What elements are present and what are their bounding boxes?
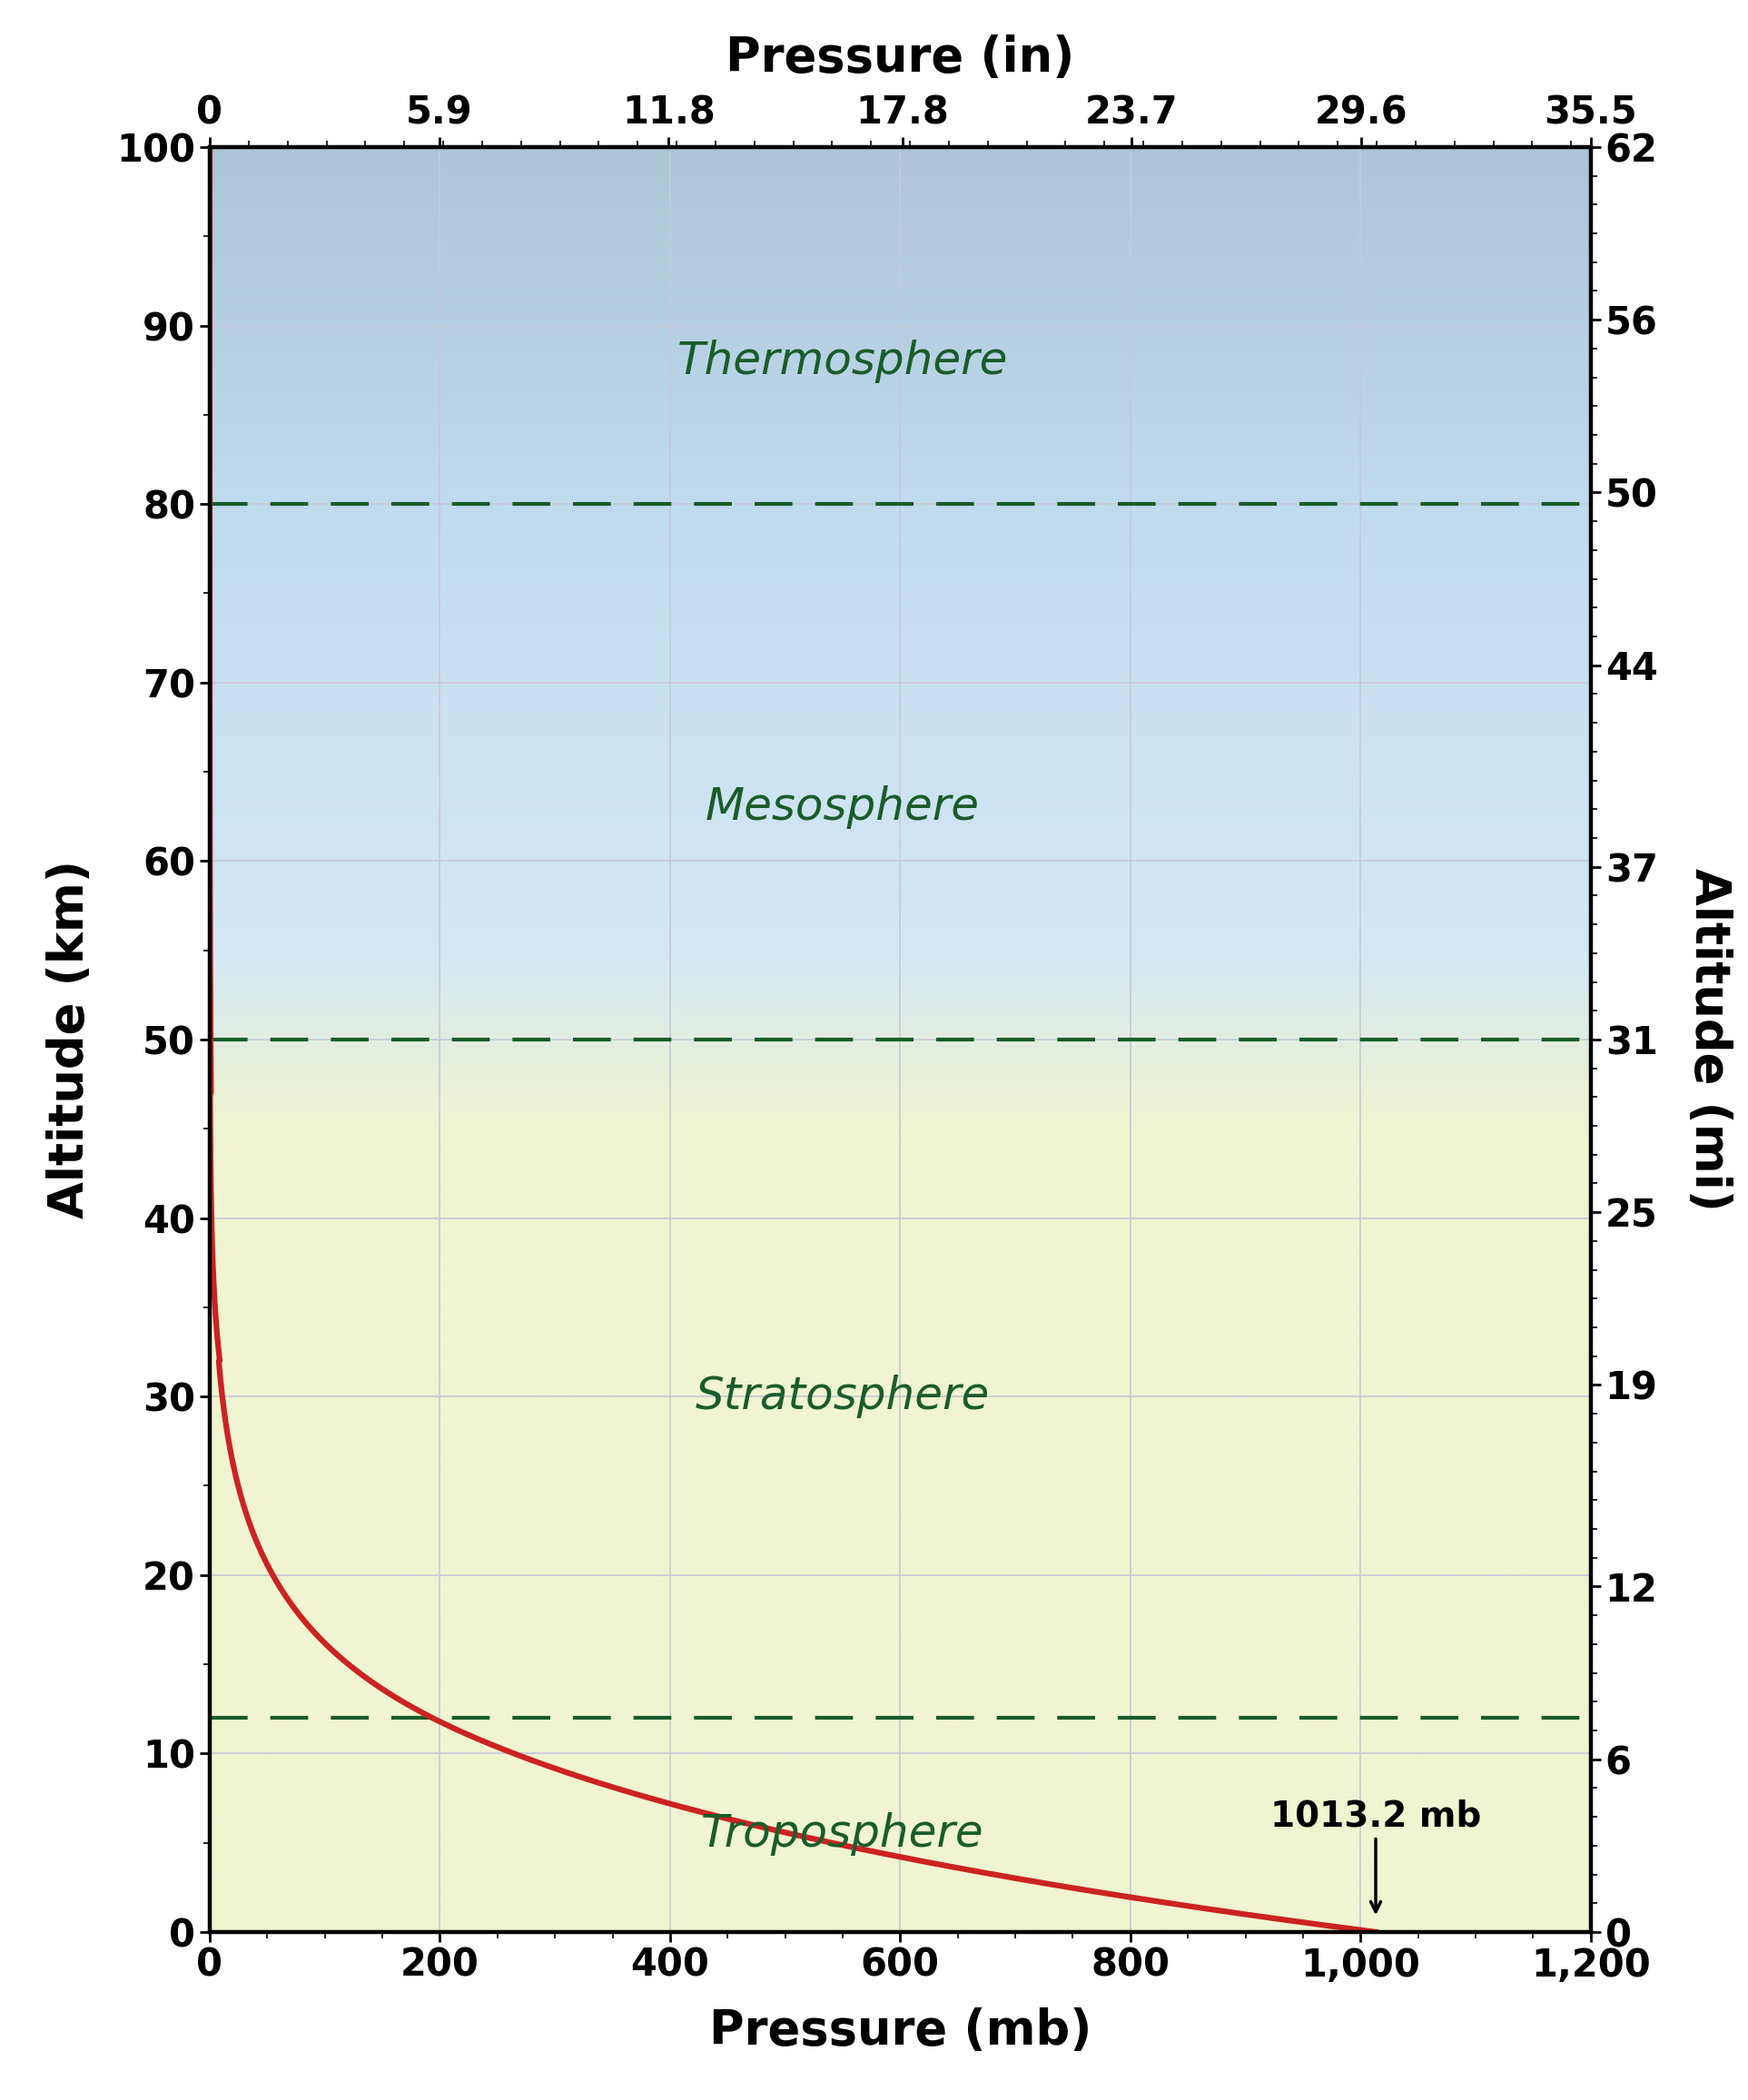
Text: 1013.2 mb: 1013.2 mb	[1271, 1800, 1481, 1911]
Text: Mesosphere: Mesosphere	[706, 785, 981, 830]
Y-axis label: Altitude (km): Altitude (km)	[47, 861, 94, 1218]
Y-axis label: Altitude (mi): Altitude (mi)	[1685, 867, 1732, 1212]
Text: Stratosphere: Stratosphere	[696, 1376, 989, 1418]
Text: Troposphere: Troposphere	[701, 1812, 984, 1856]
X-axis label: Pressure (in): Pressure (in)	[725, 34, 1075, 82]
Text: Thermosphere: Thermosphere	[676, 340, 1009, 382]
X-axis label: Pressure (mb): Pressure (mb)	[710, 2008, 1091, 2054]
